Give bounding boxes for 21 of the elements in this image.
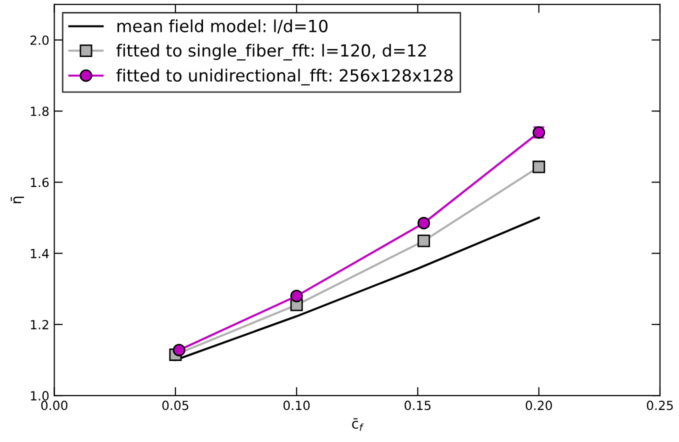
y-tick-label: 1.0 (30, 391, 49, 401)
y-tick-label: 1.8 (30, 106, 49, 116)
x-tick-label: 0.10 (283, 400, 310, 410)
x-axis-title: c̄$_{f}$ (352, 418, 364, 431)
y-tick-label: 1.2 (30, 320, 48, 330)
x-tick-label: 0.00 (41, 400, 68, 410)
x-tick-label: 0.20 (526, 400, 552, 410)
point (532, 160, 546, 174)
point (418, 234, 430, 248)
point (290, 290, 303, 302)
x-tick-label: 0.15 (404, 400, 431, 410)
legend-label: fitted to single_fiber_fft: l=120, d=12 (116, 44, 426, 60)
y-tick-label: 1.4 (30, 248, 49, 258)
y-tick-label: 2.0 (30, 35, 49, 45)
x-tick-label: 0.05 (162, 400, 188, 410)
legend-label: mean field model: l/d=10 (118, 19, 328, 34)
y-tick-label: 1.6 (30, 178, 49, 188)
point (172, 344, 186, 356)
x-tick-label: 0.25 (646, 400, 673, 410)
y-axis-title: η̄ (10, 196, 24, 204)
legend-label: fitted to unidirectional_fft: 256x128x128 (116, 68, 453, 86)
